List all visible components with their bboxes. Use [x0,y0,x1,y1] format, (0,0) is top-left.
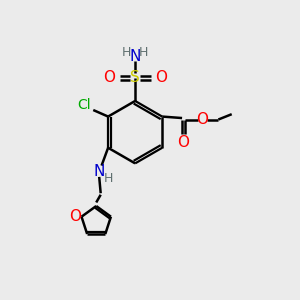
Text: H: H [122,46,131,59]
Text: O: O [70,209,82,224]
Text: N: N [94,164,105,179]
Text: O: O [155,70,167,85]
Text: H: H [139,46,148,59]
Text: O: O [103,70,116,85]
Text: Cl: Cl [77,98,91,112]
Text: H: H [104,172,113,185]
Text: N: N [130,49,141,64]
Text: O: O [196,112,208,127]
Text: O: O [178,135,190,150]
Text: S: S [130,70,140,85]
